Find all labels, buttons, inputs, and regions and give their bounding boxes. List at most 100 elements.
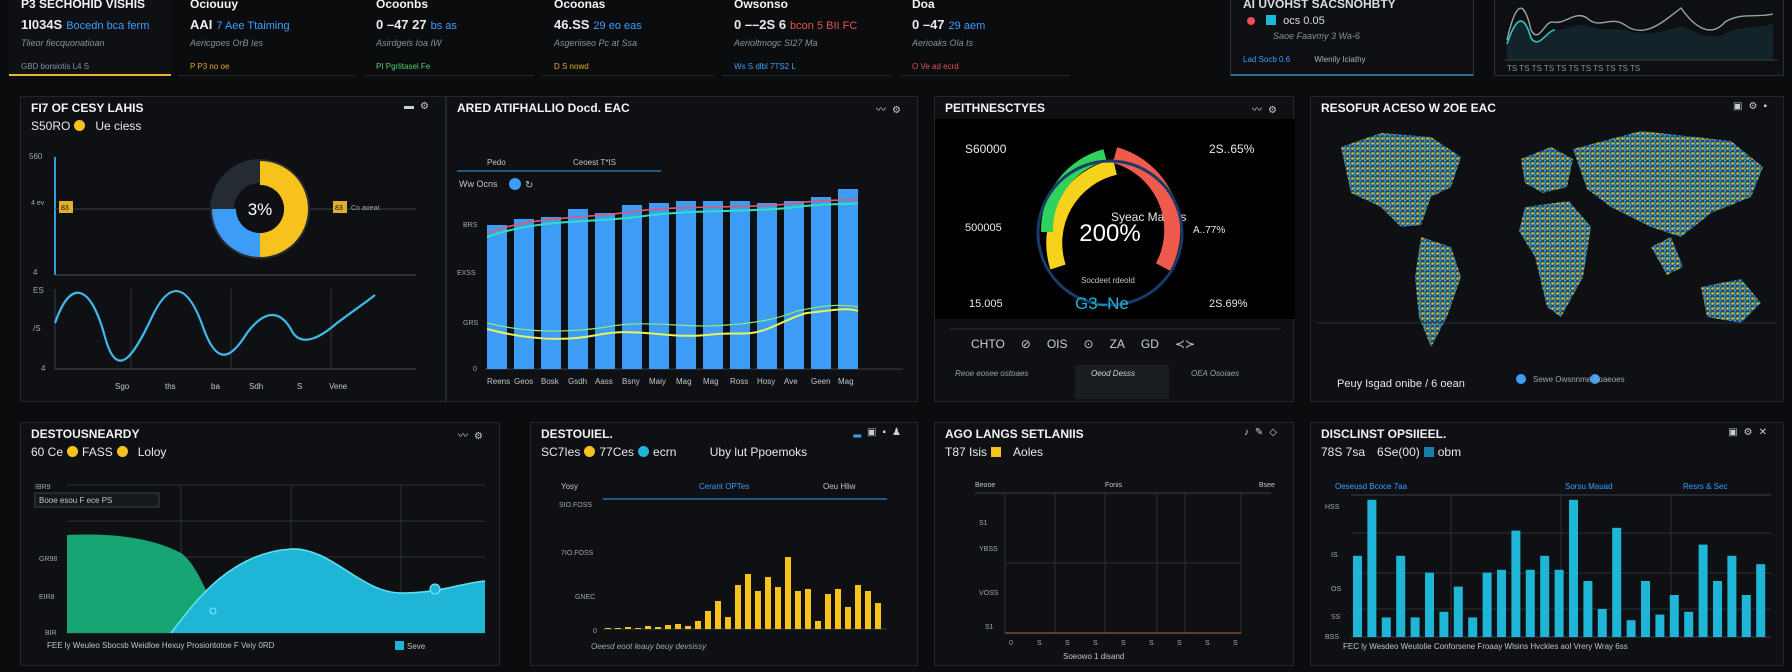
red-series-line[interactable] [486,198,859,234]
bar[interactable] [1410,617,1420,637]
bar[interactable] [1655,614,1665,637]
bar[interactable] [1583,581,1593,637]
bar[interactable] [1756,564,1766,637]
control-button[interactable]: ZA [1109,337,1125,351]
bar[interactable] [875,603,881,629]
settings-icon[interactable]: ⚙ [892,105,907,116]
bar[interactable] [1626,620,1636,637]
legend-card[interactable]: AI UVOHST SACSNOHBTY ocs 0.05 Saoe Faavm… [1230,0,1474,76]
cyan-area[interactable] [171,548,485,633]
bar[interactable] [1597,609,1607,637]
bar[interactable] [1569,499,1578,637]
bar[interactable] [1396,555,1406,637]
bar[interactable] [1453,586,1463,637]
settings-icon[interactable]: ⚙ [1268,105,1283,116]
bar[interactable] [795,591,801,629]
bar[interactable] [665,625,671,629]
bar[interactable] [735,585,741,629]
bar[interactable] [705,611,711,629]
settings-icon[interactable]: ⚙ [420,101,435,112]
monitor-icon[interactable]: ▣ [1728,427,1744,438]
bar[interactable] [835,589,841,629]
mic-icon[interactable]: ♪ [1243,427,1255,438]
bar[interactable] [715,601,721,629]
menu-icon[interactable]: ▪ [882,427,893,438]
panel-tools[interactable]: ▬⚙ [404,101,435,112]
data-point[interactable] [429,583,441,595]
bar[interactable] [635,628,641,629]
monitor-icon[interactable]: ▣ [867,427,883,438]
bar[interactable] [605,628,611,629]
world-map[interactable]: Peuy Isgad onibe / 6 oean Sewe Owsnnme A… [1311,97,1785,403]
menu-icon[interactable]: ▪ [1763,101,1773,112]
green-area[interactable] [67,534,227,633]
bar[interactable] [1425,572,1434,637]
kpi-card[interactable]: Owsonso 0 ––2S 6 bcon 5 BII FC Aerioltmog… [722,0,892,76]
panel-tools[interactable]: 〰⚙ [1252,101,1283,116]
bar[interactable] [1511,530,1521,637]
bar[interactable] [765,577,771,629]
donut-slice-blue[interactable] [212,209,260,257]
bar[interactable] [1669,595,1679,637]
panel-tools[interactable]: 〰⚙ [458,427,489,442]
trend-line[interactable] [53,289,376,362]
diamond-icon[interactable]: ◇ [1269,427,1283,438]
bar[interactable] [855,585,861,629]
bar[interactable] [1641,581,1650,637]
bar[interactable] [675,624,681,629]
panel-tools[interactable]: ▣⚙✕ [1728,427,1773,438]
control-button[interactable]: CHTO [971,337,1005,351]
bar[interactable] [695,621,701,629]
panel-tools[interactable]: ♪✎◇ [1244,427,1283,438]
bar[interactable] [1497,569,1506,637]
bar[interactable] [1367,499,1377,637]
bar[interactable] [1468,617,1478,637]
bar[interactable] [1540,555,1550,637]
selected-tab[interactable] [1075,365,1169,399]
trend-icon[interactable]: 〰 [458,431,475,442]
kpi-card[interactable]: Ocoonas 46.SS 29 eo eas Asgeriiseo Pc at … [542,0,714,76]
kpi-card[interactable]: Doa 0 –47 29 aem Aerioaks Ola Is O Ve ad … [900,0,1070,76]
bar[interactable] [805,589,811,629]
bar[interactable] [1684,611,1694,637]
settings-icon[interactable]: ⚙ [474,431,489,442]
bar[interactable] [625,627,631,629]
teal-series-line[interactable] [486,202,859,238]
user-icon[interactable]: ♟ [892,427,907,438]
bar[interactable] [1554,569,1564,637]
edit-icon[interactable]: ✎ [1254,427,1270,438]
panel-tools[interactable]: ▣⚙▪ [1733,101,1773,112]
bar[interactable] [1439,611,1449,637]
monitor-icon[interactable]: ▬ [404,101,421,112]
bar[interactable] [615,628,621,629]
bar[interactable] [1482,572,1492,637]
control-button[interactable]: ⊘ [1020,337,1031,351]
trend-icon[interactable]: 〰 [876,105,893,116]
control-button[interactable]: GD [1140,337,1159,351]
control-button[interactable]: ⊙ [1083,337,1094,351]
bar[interactable] [755,591,761,629]
panel-tools[interactable]: ▂▣▪♟ [853,427,907,438]
bar[interactable] [1381,617,1391,637]
bar[interactable] [845,607,851,629]
sparkline-card[interactable]: TS TS TS TS TS TS TS TS TS TS TS [1494,0,1784,76]
bar[interactable] [1741,595,1751,637]
bar[interactable] [1612,527,1622,637]
bar[interactable] [725,617,731,629]
settings-icon[interactable]: ⚙ [1748,101,1764,112]
bar[interactable] [1353,555,1362,637]
bar[interactable] [655,627,661,629]
control-button[interactable]: OIS [1046,337,1068,351]
settings-icon[interactable]: ⚙ [1743,427,1759,438]
bar[interactable] [1525,569,1535,637]
bar[interactable] [815,621,821,629]
kpi-card[interactable]: Ocoonbs 0 –47 27 bs as Asirdgels Ioa IW P… [364,0,534,76]
bar[interactable] [645,626,651,629]
data-point[interactable] [209,607,217,615]
trend-icon[interactable]: 〰 [1252,105,1269,116]
yellow-series-line[interactable] [486,308,859,340]
kpi-card[interactable]: Ociouuy AAI 7 Aee Ttaiming Aericgoes OrB … [178,0,356,76]
bar[interactable] [685,626,691,629]
monitor-icon[interactable]: ▣ [1733,101,1749,112]
bar[interactable] [1698,544,1708,637]
